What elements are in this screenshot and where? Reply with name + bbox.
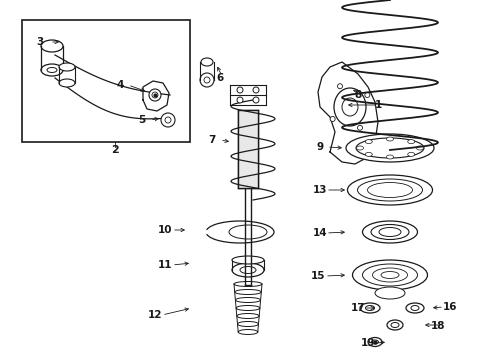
Ellipse shape	[359, 303, 379, 313]
Ellipse shape	[41, 40, 63, 52]
Text: 14: 14	[312, 228, 326, 238]
Ellipse shape	[341, 98, 357, 116]
Ellipse shape	[365, 140, 371, 144]
Ellipse shape	[161, 113, 175, 127]
Ellipse shape	[416, 146, 423, 150]
Ellipse shape	[355, 138, 423, 158]
Ellipse shape	[252, 87, 259, 93]
Bar	[238, 110, 258, 188]
Text: 18: 18	[430, 321, 445, 331]
Text: 13: 13	[312, 185, 326, 195]
Ellipse shape	[234, 282, 262, 287]
Text: 2: 2	[111, 145, 119, 155]
Text: 10: 10	[158, 225, 172, 235]
Ellipse shape	[203, 77, 209, 83]
Text: 9: 9	[316, 142, 323, 152]
Ellipse shape	[231, 263, 264, 277]
Ellipse shape	[405, 303, 423, 313]
Ellipse shape	[149, 89, 161, 101]
Text: 5: 5	[138, 115, 145, 125]
Ellipse shape	[231, 256, 264, 264]
Text: 15: 15	[310, 271, 325, 281]
Bar	[22, 20, 190, 142]
Ellipse shape	[386, 155, 393, 159]
Ellipse shape	[347, 175, 431, 205]
Text: 6: 6	[216, 73, 223, 83]
Ellipse shape	[237, 97, 243, 103]
Ellipse shape	[152, 92, 158, 98]
Ellipse shape	[234, 289, 261, 294]
Ellipse shape	[371, 340, 378, 344]
Text: 11: 11	[158, 260, 172, 270]
Ellipse shape	[407, 140, 414, 144]
Text: 1: 1	[374, 100, 381, 110]
Ellipse shape	[164, 117, 171, 123]
Text: 17: 17	[350, 303, 365, 313]
Ellipse shape	[240, 266, 256, 274]
Ellipse shape	[200, 73, 214, 87]
Ellipse shape	[362, 221, 417, 243]
Ellipse shape	[386, 137, 393, 141]
Ellipse shape	[333, 88, 365, 126]
Ellipse shape	[205, 221, 273, 243]
Text: 4: 4	[116, 80, 123, 90]
Ellipse shape	[346, 134, 433, 162]
Ellipse shape	[367, 183, 412, 198]
Ellipse shape	[41, 64, 63, 76]
Ellipse shape	[59, 79, 75, 87]
Ellipse shape	[374, 287, 404, 299]
Ellipse shape	[356, 146, 363, 150]
Ellipse shape	[228, 225, 266, 239]
Ellipse shape	[365, 306, 374, 310]
Ellipse shape	[364, 93, 369, 98]
Ellipse shape	[386, 320, 402, 330]
Ellipse shape	[370, 225, 408, 239]
Ellipse shape	[380, 271, 398, 279]
Ellipse shape	[201, 58, 213, 66]
Text: 16: 16	[442, 302, 456, 312]
Ellipse shape	[237, 87, 243, 93]
Ellipse shape	[238, 329, 257, 334]
Ellipse shape	[235, 297, 260, 302]
Text: 12: 12	[147, 310, 162, 320]
Ellipse shape	[236, 306, 259, 310]
Ellipse shape	[337, 84, 342, 89]
Ellipse shape	[367, 337, 381, 346]
Ellipse shape	[365, 152, 371, 156]
Ellipse shape	[352, 260, 427, 290]
Ellipse shape	[329, 117, 334, 121]
Ellipse shape	[47, 68, 57, 72]
Ellipse shape	[252, 97, 259, 103]
Ellipse shape	[59, 63, 75, 71]
Text: 8: 8	[354, 90, 361, 100]
Ellipse shape	[407, 152, 414, 156]
Ellipse shape	[357, 179, 422, 201]
Ellipse shape	[357, 125, 362, 130]
Ellipse shape	[378, 228, 400, 237]
Ellipse shape	[410, 306, 418, 310]
Text: 19: 19	[360, 338, 374, 348]
Text: 3: 3	[36, 37, 43, 47]
Ellipse shape	[236, 314, 259, 319]
Ellipse shape	[362, 264, 417, 286]
Ellipse shape	[372, 268, 407, 282]
Ellipse shape	[237, 321, 258, 327]
Text: 7: 7	[208, 135, 215, 145]
Ellipse shape	[390, 323, 398, 328]
